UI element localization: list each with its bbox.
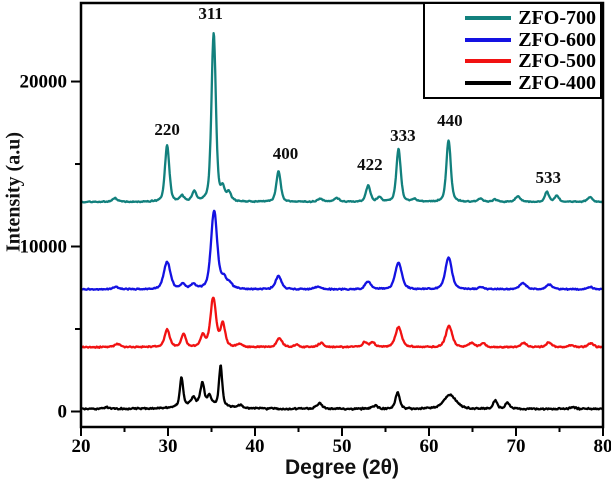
peak-annotation-220: 220 bbox=[154, 120, 180, 139]
zfo-700-line-swatch bbox=[465, 15, 512, 20]
legend-label: ZFO-400 bbox=[518, 72, 596, 95]
y-tick-label: 10000 bbox=[20, 237, 68, 258]
peak-annotation-333: 333 bbox=[390, 126, 416, 145]
x-tick-label: 70 bbox=[507, 436, 526, 457]
legend-label: ZFO-600 bbox=[518, 28, 596, 51]
y-tick-label: 0 bbox=[58, 401, 68, 422]
x-tick-label: 20 bbox=[72, 436, 91, 457]
legend-label: ZFO-500 bbox=[518, 50, 596, 73]
x-tick-label: 60 bbox=[420, 436, 439, 457]
legend-item-zfo-500: ZFO-500 bbox=[431, 51, 596, 73]
x-tick-label: 80 bbox=[594, 436, 611, 457]
zfo-600-line-swatch bbox=[465, 37, 512, 42]
legend-item-zfo-600: ZFO-600 bbox=[431, 29, 596, 51]
peak-annotation-533: 533 bbox=[535, 168, 561, 187]
legend-item-zfo-400: ZFO-400 bbox=[431, 72, 596, 94]
y-tick-label: 20000 bbox=[20, 72, 68, 93]
x-axis-title: Degree (2θ) bbox=[284, 456, 400, 479]
peak-annotation-422: 422 bbox=[357, 155, 383, 174]
zfo-400-line-swatch bbox=[465, 81, 512, 86]
legend-label: ZFO-700 bbox=[518, 6, 596, 29]
peak-annotation-311: 311 bbox=[198, 4, 223, 23]
trace-zfo-700 bbox=[81, 32, 603, 204]
legend-item-zfo-700: ZFO-700 bbox=[431, 7, 596, 29]
trace-zfo-400 bbox=[81, 364, 603, 411]
trace-zfo-500 bbox=[81, 296, 603, 349]
peak-annotation-440: 440 bbox=[437, 111, 463, 130]
zfo-500-line-swatch bbox=[465, 59, 512, 64]
x-tick-label: 30 bbox=[159, 436, 178, 457]
trace-zfo-600 bbox=[81, 209, 603, 291]
legend: ZFO-700 ZFO-600 ZFO-500 ZFO-400 bbox=[423, 2, 602, 99]
y-axis-title: Intensity (a.u) bbox=[2, 131, 25, 253]
x-tick-label: 50 bbox=[333, 436, 352, 457]
peak-annotation-400: 400 bbox=[273, 144, 299, 163]
x-tick-label: 40 bbox=[246, 436, 265, 457]
